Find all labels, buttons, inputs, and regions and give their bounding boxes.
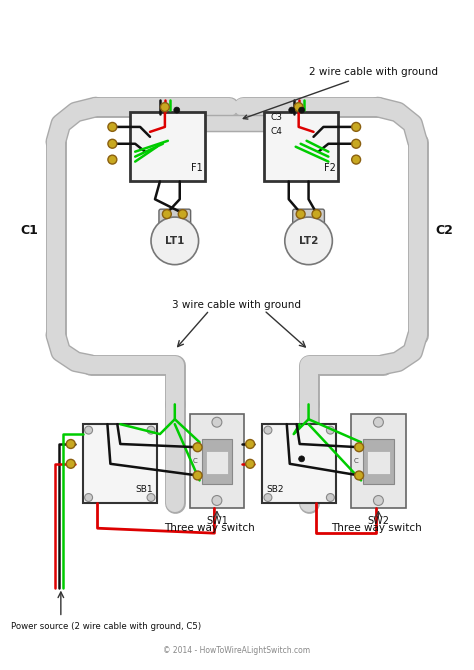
Circle shape (147, 426, 155, 434)
Circle shape (108, 123, 117, 131)
Circle shape (264, 494, 272, 501)
FancyBboxPatch shape (159, 209, 191, 227)
Circle shape (193, 443, 202, 452)
Circle shape (352, 155, 361, 164)
Circle shape (174, 107, 180, 113)
Circle shape (352, 139, 361, 148)
Circle shape (147, 494, 155, 501)
Circle shape (289, 107, 295, 113)
Circle shape (108, 139, 117, 148)
Text: C4: C4 (271, 127, 283, 137)
Circle shape (312, 210, 321, 218)
Circle shape (246, 460, 255, 468)
Circle shape (327, 494, 334, 501)
Text: C: C (354, 458, 358, 464)
Circle shape (294, 103, 303, 111)
Circle shape (374, 496, 383, 505)
Bar (264, 112, 338, 182)
Circle shape (85, 494, 92, 501)
Text: © 2014 - HowToWireALightSwitch.com: © 2014 - HowToWireALightSwitch.com (163, 646, 310, 655)
Text: C1: C1 (20, 224, 38, 237)
Circle shape (285, 217, 332, 265)
Text: Power source (2 wire cable with ground, C5): Power source (2 wire cable with ground, … (11, 622, 201, 631)
Text: Three way switch: Three way switch (330, 523, 421, 533)
Circle shape (355, 443, 364, 452)
Bar (363, 439, 394, 484)
Circle shape (264, 426, 272, 434)
Circle shape (352, 123, 361, 131)
Bar (201, 439, 232, 484)
Bar (82, 424, 157, 503)
Text: Three way switch: Three way switch (164, 523, 255, 533)
Circle shape (163, 210, 171, 218)
Circle shape (327, 426, 334, 434)
Text: 3 wire cable with ground: 3 wire cable with ground (172, 300, 301, 310)
Circle shape (356, 472, 363, 479)
Text: C: C (192, 458, 197, 464)
Circle shape (212, 496, 222, 505)
Circle shape (85, 426, 92, 434)
Bar (130, 112, 204, 182)
Text: C2: C2 (436, 224, 453, 237)
Circle shape (193, 471, 202, 480)
Text: SB2: SB2 (266, 484, 283, 494)
Text: 2 wire cable with ground: 2 wire cable with ground (243, 68, 438, 119)
Circle shape (160, 103, 169, 111)
Text: SW1: SW1 (206, 517, 228, 527)
Bar (351, 414, 406, 509)
Circle shape (299, 456, 305, 462)
Bar (190, 414, 244, 509)
Circle shape (194, 444, 201, 451)
Circle shape (108, 155, 117, 164)
Circle shape (296, 210, 305, 218)
Circle shape (178, 210, 187, 218)
Circle shape (66, 440, 75, 448)
Text: LT1: LT1 (165, 236, 184, 246)
FancyBboxPatch shape (293, 209, 324, 227)
Circle shape (355, 471, 364, 480)
Text: SW2: SW2 (367, 517, 390, 527)
Text: C3: C3 (271, 113, 283, 121)
Circle shape (212, 417, 222, 427)
Circle shape (374, 417, 383, 427)
Text: SB1: SB1 (136, 484, 153, 494)
Text: F2: F2 (324, 163, 337, 174)
Circle shape (194, 472, 201, 479)
Bar (262, 424, 337, 503)
Text: F1: F1 (191, 163, 202, 174)
Circle shape (246, 440, 255, 448)
Circle shape (151, 217, 199, 265)
Bar (206, 452, 228, 474)
Circle shape (299, 107, 305, 113)
Bar (367, 452, 390, 474)
Circle shape (66, 460, 75, 468)
Circle shape (356, 444, 363, 451)
Text: LT2: LT2 (299, 236, 318, 246)
